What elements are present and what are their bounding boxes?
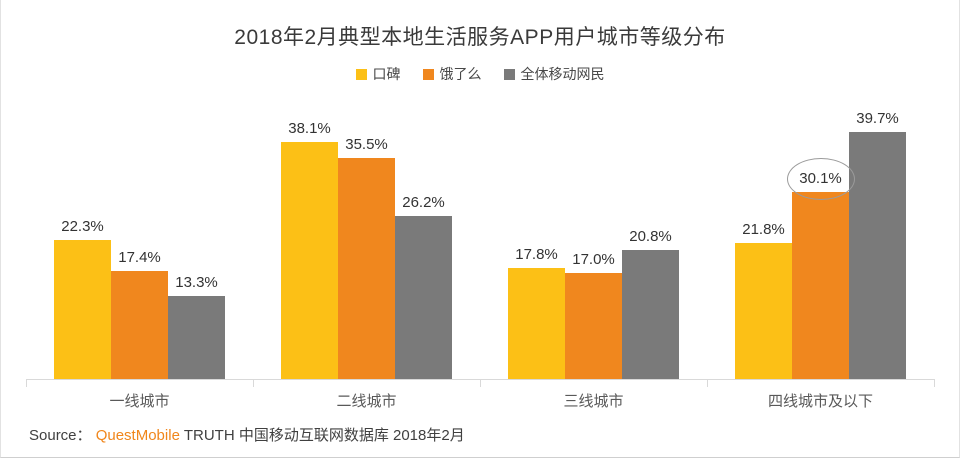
source-label: Source：: [29, 427, 92, 444]
source-brand: QuestMobile: [95, 427, 180, 444]
plot-area: 22.3% 17.4% 13.3% 38.1% 35.5% 26.2% 17.8% 17.0%…: [26, 99, 934, 379]
bar: [395, 215, 452, 379]
x-axis-tick: [934, 379, 935, 387]
bar: [111, 270, 168, 379]
bar-value-label: 17.0%: [572, 251, 615, 269]
x-axis-tick: [480, 379, 481, 387]
chart-title: 2018年2月典型本地生活服务APP用户城市等级分布: [234, 26, 726, 49]
x-axis-tick: [253, 379, 254, 387]
bar: [508, 268, 565, 379]
legend-label: 全体移动网民: [520, 66, 605, 82]
legend-item: 口碑: [355, 64, 401, 84]
legend-swatch-icon: [422, 68, 434, 80]
x-axis-tick: [707, 379, 708, 387]
source-description: TRUTH 中国移动互联网数据库 2018年2月: [183, 427, 465, 444]
x-axis-tick: [26, 379, 27, 387]
x-axis-category-label: 二线城市: [336, 393, 397, 410]
x-axis-category-label: 三线城市: [563, 393, 624, 410]
bar-value-label: 22.3%: [61, 218, 104, 236]
legend-label: 口碑: [372, 66, 401, 82]
legend-item: 全体移动网民: [503, 64, 605, 84]
legend-swatch-icon: [355, 68, 367, 80]
bar: [622, 249, 679, 379]
bar: [54, 240, 111, 379]
bar: [735, 243, 792, 379]
x-axis-category-label: 一线城市: [109, 393, 170, 410]
bar-value-label: 21.8%: [742, 221, 785, 239]
bar-value-label: 26.2%: [402, 193, 445, 211]
bar: [338, 158, 395, 379]
bar-value-label: 35.5%: [345, 136, 388, 154]
bar-value-label: 17.8%: [515, 246, 558, 264]
bar-value-label: 20.8%: [629, 227, 672, 245]
bar-value-label: 17.4%: [118, 248, 161, 266]
bar-value-label: 39.7%: [856, 109, 899, 127]
bar: [792, 191, 849, 379]
legend-swatch-icon: [503, 68, 515, 80]
bar-value-label: 13.3%: [175, 274, 218, 292]
legend-item: 饿了么: [422, 64, 482, 84]
chart-legend: 口碑 饿了么 全体移动网民: [1, 64, 959, 84]
highlight-ellipse: [786, 157, 855, 200]
bar: [168, 296, 225, 379]
legend-label: 饿了么: [439, 66, 482, 82]
x-axis-category-label: 四线城市及以下: [767, 393, 874, 410]
bar: [281, 141, 338, 379]
source-line: Source： QuestMobile TRUTH 中国移动互联网数据库 201…: [29, 424, 465, 445]
bar: [849, 131, 906, 379]
bar: [565, 273, 622, 379]
bar-value-label: 38.1%: [288, 119, 331, 137]
